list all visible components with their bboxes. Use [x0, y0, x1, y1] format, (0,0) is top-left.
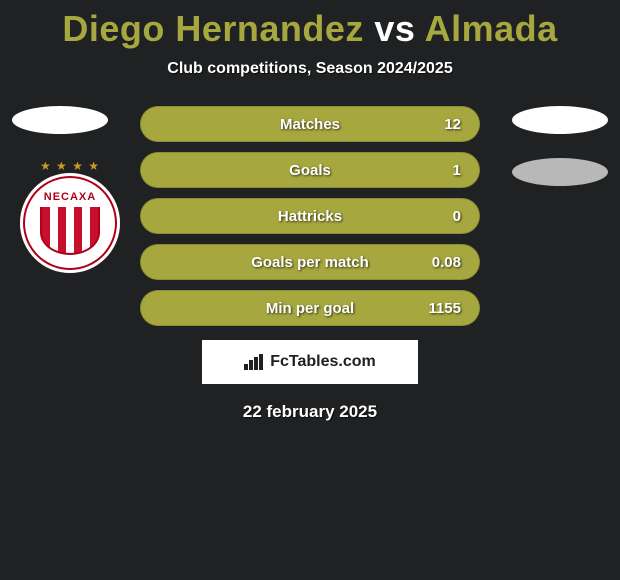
stat-label: Goals per match: [251, 254, 369, 271]
stat-bar-matches: Matches 12: [140, 106, 480, 142]
stat-label: Matches: [280, 116, 340, 133]
badge-stripes: [40, 207, 100, 255]
player1-name: Diego Hernandez: [62, 8, 364, 49]
stat-bar-mpg: Min per goal 1155: [140, 290, 480, 326]
team-badge: ★ ★ ★ ★ NECAXA: [18, 160, 122, 284]
badge-team-name: NECAXA: [44, 191, 96, 203]
decor-ellipse-right-top: [512, 106, 608, 134]
season-subtitle: Club competitions, Season 2024/2025: [0, 60, 620, 78]
brand-box: FcTables.com: [202, 340, 418, 384]
stat-value: 12: [444, 116, 461, 133]
stat-value: 0.08: [432, 254, 461, 271]
stat-value: 1155: [428, 300, 461, 317]
badge-circle: NECAXA: [20, 173, 120, 273]
decor-ellipse-right-bottom: [512, 158, 608, 186]
stats-bars: Matches 12 Goals 1 Hattricks 0 Goals per…: [140, 106, 480, 326]
player2-name: Almada: [425, 8, 558, 49]
stat-bar-goals: Goals 1: [140, 152, 480, 188]
date-text: 22 february 2025: [0, 402, 620, 422]
comparison-title: Diego Hernandez vs Almada: [0, 0, 620, 50]
vs-text: vs: [374, 8, 415, 49]
content-area: ★ ★ ★ ★ NECAXA Matches 12 Goals 1 Hattri…: [0, 106, 620, 422]
decor-ellipse-left: [12, 106, 108, 134]
brand-text: FcTables.com: [270, 353, 376, 371]
stat-value: 0: [453, 208, 461, 225]
stat-label: Goals: [289, 162, 331, 179]
stat-label: Hattricks: [278, 208, 342, 225]
stat-value: 1: [453, 162, 461, 179]
stat-bar-gpm: Goals per match 0.08: [140, 244, 480, 280]
stat-bar-hattricks: Hattricks 0: [140, 198, 480, 234]
bar-chart-icon: [244, 354, 264, 370]
stat-label: Min per goal: [266, 300, 354, 317]
badge-stars: ★ ★ ★ ★: [18, 160, 122, 172]
